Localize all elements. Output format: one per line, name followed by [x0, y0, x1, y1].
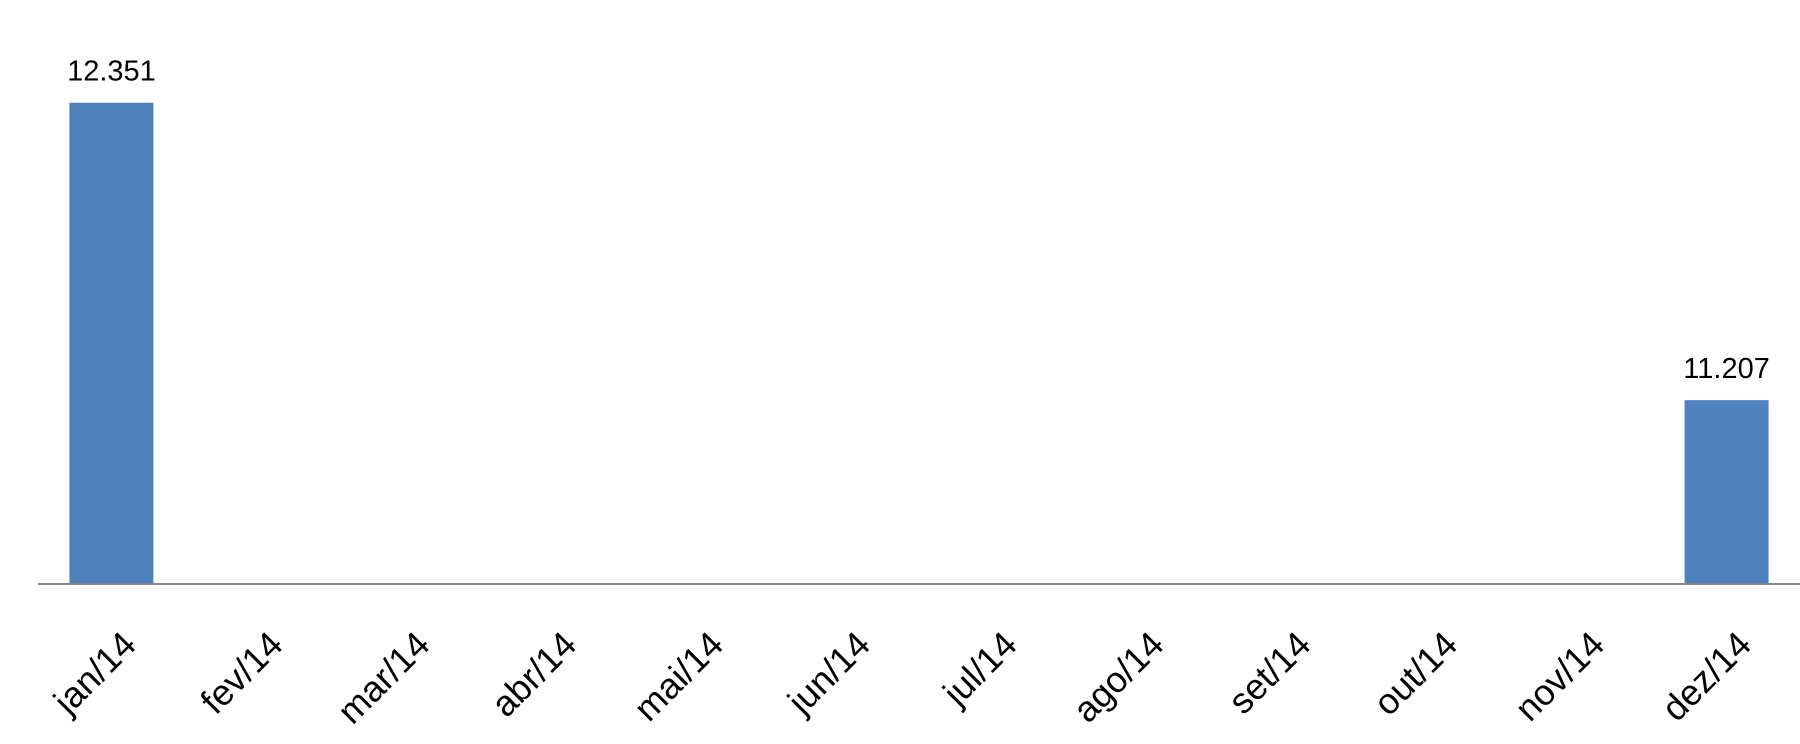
x-tick-label-set-14: set/14 — [1220, 623, 1318, 721]
x-tick-label-ago-14: ago/14 — [1065, 623, 1172, 730]
bar-jan-14 — [69, 102, 154, 585]
x-tick-label-mar-14: mar/14 — [329, 623, 437, 731]
x-tick-label-jul-14: jul/14 — [934, 623, 1025, 714]
x-tick-label-mai-14: mai/14 — [626, 623, 731, 728]
data-label-jan-14: 12.351 — [67, 56, 156, 88]
x-tick-label-jan-14: jan/14 — [45, 623, 144, 722]
data-labels-layer: 12.351 11.207 — [67, 56, 1770, 385]
bar-dez-14 — [1684, 400, 1769, 584]
bars-layer — [69, 102, 1769, 585]
data-label-dez-14: 11.207 — [1683, 353, 1770, 385]
x-tick-label-jun-14: jun/14 — [779, 623, 878, 722]
x-tick-label-abr-14: abr/14 — [483, 623, 584, 724]
x-tick-labels-layer: jan/14 fev/14 mar/14 abr/14 mai/14 jun/14 jul/… — [45, 623, 1759, 731]
x-tick-label-dez-14: dez/14 — [1653, 623, 1758, 728]
x-tick-label-fev-14: fev/14 — [192, 623, 290, 721]
x-tick-label-out-14: out/14 — [1365, 623, 1465, 723]
x-tick-label-nov-14: nov/14 — [1507, 623, 1612, 728]
